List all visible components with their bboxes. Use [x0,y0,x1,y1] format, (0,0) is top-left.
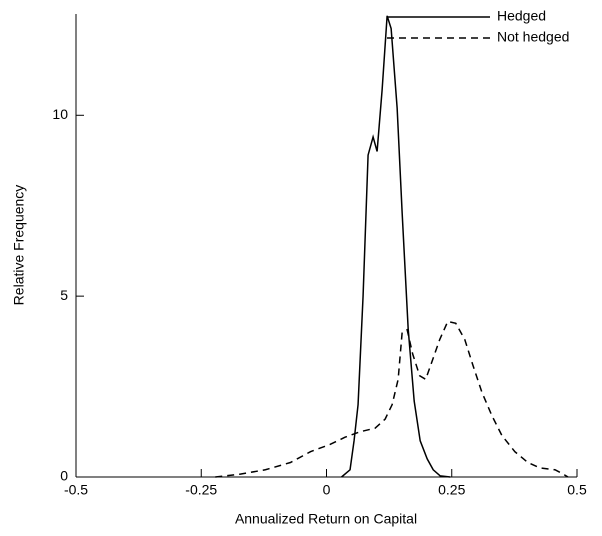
y-tick-label: 10 [52,106,68,122]
x-tick-label: 0.5 [567,482,587,498]
x-tick-label: -0.25 [185,482,217,498]
y-tick-label: 0 [60,468,68,484]
x-tick-label: 0.25 [438,482,465,498]
y-tick-label: 5 [60,287,68,303]
legend-label: Hedged [497,8,546,24]
series-line [215,320,569,478]
legend-label: Not hedged [497,29,569,45]
series-line [341,15,451,478]
x-axis-label: Annualized Return on Capital [235,511,417,527]
y-axis-label: Relative Frequency [11,185,27,306]
x-tick-label: -0.5 [64,482,88,498]
x-tick-label: 0 [323,482,331,498]
